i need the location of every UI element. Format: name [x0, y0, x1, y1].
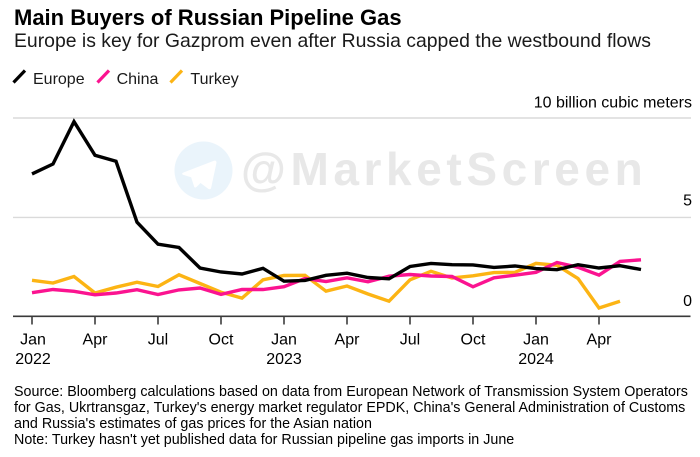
svg-text:Apr: Apr: [83, 332, 109, 349]
svg-text:Apr: Apr: [587, 332, 613, 349]
svg-text:2023: 2023: [266, 351, 302, 368]
svg-text:Oct: Oct: [209, 332, 234, 349]
svg-text:2024: 2024: [518, 351, 554, 368]
svg-text:Jan: Jan: [20, 332, 46, 349]
svg-text:Oct: Oct: [461, 332, 486, 349]
svg-text:Jul: Jul: [400, 332, 420, 349]
svg-text:Apr: Apr: [335, 332, 361, 349]
svg-text:10 billion cubic meters: 10 billion cubic meters: [534, 95, 692, 112]
svg-text:Jan: Jan: [523, 332, 549, 349]
svg-text:2022: 2022: [15, 351, 51, 368]
svg-text:Jul: Jul: [148, 332, 168, 349]
svg-text:@MarketScreen: @MarketScreen: [241, 143, 647, 195]
svg-text:5: 5: [683, 193, 692, 210]
svg-text:0: 0: [683, 293, 692, 310]
svg-text:Jan: Jan: [271, 332, 297, 349]
